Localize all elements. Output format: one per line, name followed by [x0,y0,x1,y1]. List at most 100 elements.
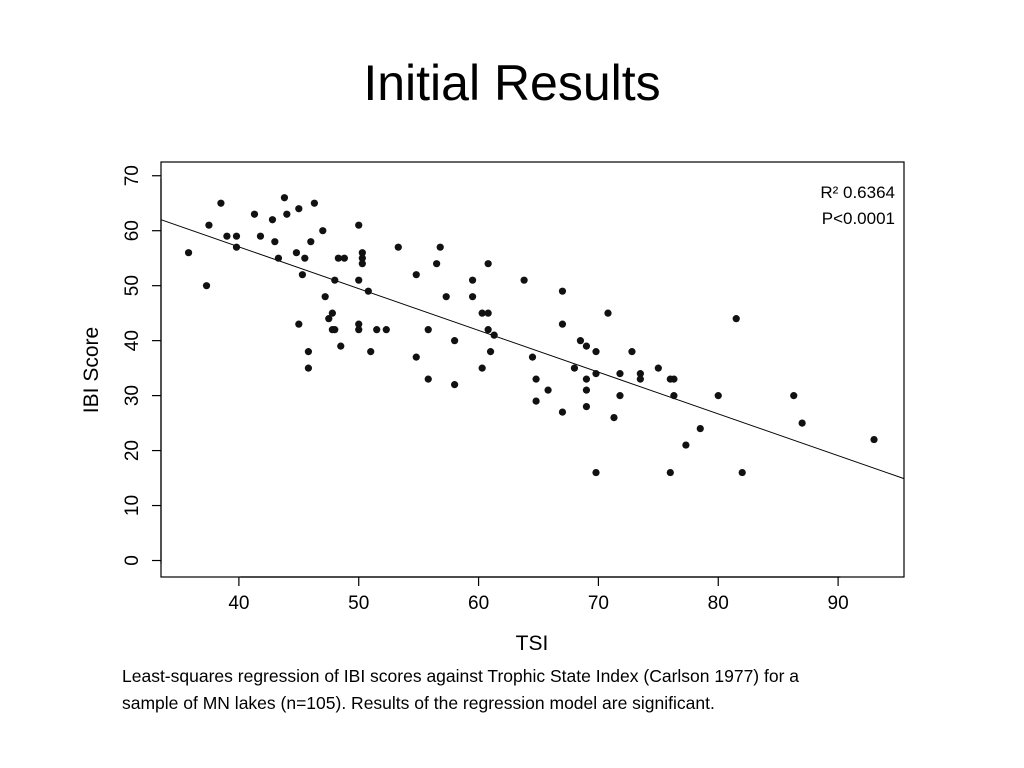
y-tick-label: 0 [122,555,143,566]
data-point [436,243,444,251]
data-point [337,342,345,350]
data-point [738,468,746,477]
data-point [325,315,333,323]
data-point [340,254,348,262]
x-axis-ticks: 40 50 60 70 80 90 [228,577,849,614]
x-tick-label: 60 [468,593,489,614]
data-point [732,315,740,323]
data-point [301,254,309,262]
y-tick-label: 20 [122,440,143,461]
data-point [532,375,540,383]
data-point [486,348,495,356]
data-point [532,397,540,405]
data-point [304,348,313,356]
data-point [394,243,402,251]
data-point [570,364,579,372]
x-tick-label: 90 [828,593,849,614]
data-point [232,243,241,251]
data-point [424,326,432,334]
data-point [582,342,591,350]
data-point [319,227,327,235]
data-points [184,194,878,477]
data-point [544,386,552,394]
data-point [307,238,315,246]
data-point [484,326,492,334]
data-point [256,232,265,240]
data-point [232,232,241,240]
data-point [442,293,450,301]
data-point [714,392,722,400]
data-point [382,326,390,334]
data-point [274,254,283,262]
data-point [451,381,459,389]
regression-layer [160,219,905,480]
data-point [696,424,704,433]
data-point [202,282,211,290]
y-tick-label: 40 [122,330,143,351]
x-tick-label: 70 [588,593,609,614]
data-point [616,370,624,378]
data-point [304,364,313,372]
data-point [490,331,498,339]
data-point [268,216,277,224]
x-tick-label: 40 [228,593,249,614]
data-point [636,375,644,383]
data-point [205,221,213,229]
data-point [358,254,366,262]
x-tick-label: 50 [348,593,369,614]
data-point [451,337,459,345]
data-point [654,364,662,372]
data-point [433,260,441,268]
data-point [184,249,193,257]
x-tick-label: 80 [708,593,729,614]
y-tick-label: 30 [122,385,143,406]
data-point [592,468,600,477]
p-value-annotation: P<0.0001 [822,209,895,228]
data-point [582,403,591,411]
data-point [592,370,600,378]
data-point [484,260,492,268]
caption-line-2: sample of MN lakes (n=105). Results of t… [122,693,715,713]
y-axis-ticks: 0 10 20 30 40 50 60 70 [122,165,161,566]
data-point [790,392,798,400]
data-point [870,435,878,444]
data-point [558,287,567,295]
data-point [250,210,259,218]
regression-line [160,219,905,480]
data-point [604,309,612,317]
slide-title: Initial Results [363,55,661,111]
data-point [670,392,678,400]
data-point [295,205,303,213]
data-point [628,348,636,356]
data-point [355,276,363,284]
data-point [331,276,339,284]
data-point [528,353,537,361]
data-point [355,326,363,334]
data-point [321,293,329,301]
y-axis-title: IBI Score [80,327,103,413]
data-point [682,441,690,449]
data-point [283,210,291,218]
data-point [328,309,336,317]
data-point [217,199,225,207]
data-point [558,320,567,328]
data-point [798,419,806,427]
data-point [576,337,585,345]
data-point [298,271,307,279]
data-point [558,408,567,416]
data-point [636,370,644,378]
data-point [610,413,618,422]
data-point [520,276,528,284]
data-point [478,364,486,372]
data-point [582,386,591,394]
data-point [468,276,477,284]
data-point [373,326,381,334]
data-point [355,221,363,229]
r-squared-annotation: R² 0.6364 [820,183,895,202]
caption-line-1: Least-squares regression of IBI scores a… [122,666,800,686]
data-point [670,375,678,383]
data-point [666,468,674,477]
figure-caption: Least-squares regression of IBI scores a… [122,663,922,717]
y-tick-label: 50 [122,275,143,296]
data-point [364,287,372,295]
